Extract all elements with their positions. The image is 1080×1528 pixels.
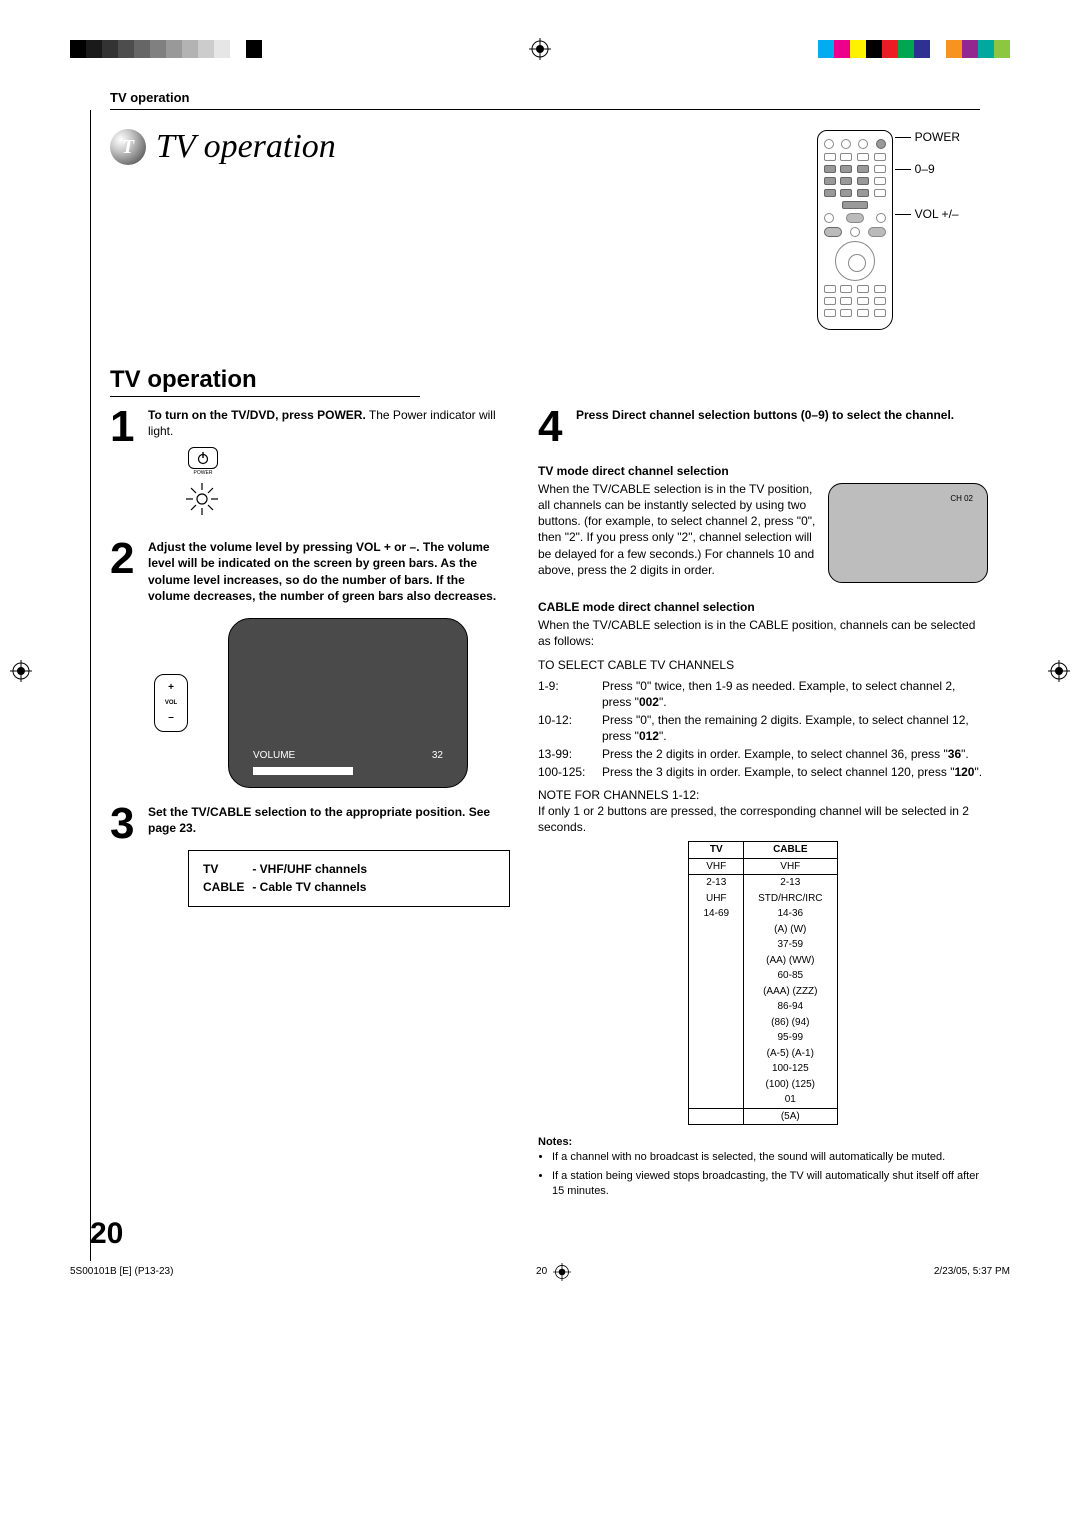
tv-mode-heading: TV mode direct channel selection <box>538 463 988 479</box>
mini-screen: CH 02 <box>828 483 988 583</box>
box-cable-val: - Cable TV channels <box>252 879 373 895</box>
light-burst-icon <box>184 481 220 517</box>
channel-range-list: 1-9:Press "0" twice, then 1-9 as needed.… <box>538 678 988 781</box>
screen-volume-label: VOLUME <box>253 749 295 763</box>
vol-button-illustration: + VOL – <box>154 674 188 732</box>
callout-power: POWER <box>915 130 960 144</box>
screen-volume-bar <box>253 767 353 775</box>
th-tv: TV <box>689 842 744 859</box>
step-4-bold: Press Direct channel selection buttons (… <box>576 408 954 422</box>
margin-rule <box>90 110 91 1261</box>
step-1: 1 To turn on the TV/DVD, press POWER. Th… <box>110 407 510 523</box>
footer-page: 20 <box>536 1266 547 1277</box>
footer-right: 2/23/05, 5:37 PM <box>934 1266 1010 1277</box>
step-1-bold: To turn on the TV/DVD, press POWER. <box>148 408 366 422</box>
footer-left: 5S00101B [E] (P13-23) <box>70 1266 173 1277</box>
callout-digits: 0–9 <box>915 162 960 176</box>
remote-callouts: POWER 0–9 VOL +/– <box>915 130 960 239</box>
mini-screen-ch: CH 02 <box>950 494 973 505</box>
registration-mark-right <box>1048 660 1070 682</box>
box-tv-val: - VHF/UHF channels <box>252 861 373 877</box>
grayscale-bar <box>70 40 262 58</box>
sphere-letter: T <box>122 136 134 159</box>
cable-mode-heading: CABLE mode direct channel selection <box>538 599 988 615</box>
step-4: 4 Press Direct channel selection buttons… <box>538 407 988 447</box>
note-item: If a station being viewed stops broadcas… <box>552 1169 988 1199</box>
note-1-12-head: NOTE FOR CHANNELS 1-12: <box>538 787 988 803</box>
sphere-icon: T <box>110 129 146 165</box>
channel-range-row: 100-125:Press the 3 digits in order. Exa… <box>538 764 988 780</box>
vol-label: VOL <box>165 699 177 707</box>
step-4-number: 4 <box>538 407 568 447</box>
step-3-bold: Set the TV/CABLE selection to the approp… <box>148 805 490 835</box>
tv-cable-box: TV- VHF/UHF channels CABLE- Cable TV cha… <box>188 850 510 906</box>
channel-range-row: 10-12:Press "0", then the remaining 2 di… <box>538 712 988 744</box>
vol-minus: – <box>168 711 174 725</box>
th-cable: CABLE <box>744 842 837 859</box>
registration-mark-left <box>10 660 32 682</box>
step-1-number: 1 <box>110 407 140 523</box>
vol-plus: + <box>168 681 174 695</box>
box-cable-key: CABLE <box>203 879 250 895</box>
step-3-number: 3 <box>110 804 140 907</box>
notes-section: Notes: If a channel with no broadcast is… <box>538 1135 988 1198</box>
tv-mode-para: CH 02 When the TV/CABLE selection is in … <box>538 481 988 589</box>
crop-marks-top <box>60 30 1020 70</box>
footer: 5S00101B [E] (P13-23) 20 2/23/05, 5:37 P… <box>60 1263 1020 1281</box>
box-tv-key: TV <box>203 861 250 877</box>
page-title: TV operation <box>156 128 336 166</box>
step-2-number: 2 <box>110 539 140 788</box>
left-column: 1 To turn on the TV/DVD, press POWER. Th… <box>110 407 510 1203</box>
note-item: If a channel with no broadcast is select… <box>552 1150 988 1165</box>
step-2-bold: Adjust the volume level by pressing VOL … <box>148 540 496 603</box>
power-button-illustration: POWER <box>188 447 510 517</box>
cable-mode-para: When the TV/CABLE selection is in the CA… <box>538 617 988 649</box>
page-number: 20 <box>90 1217 123 1251</box>
callout-vol: VOL +/– <box>915 207 960 221</box>
right-column: 4 Press Direct channel selection buttons… <box>538 407 988 1203</box>
remote-diagram: POWER 0–9 VOL +/– <box>817 130 960 330</box>
step-3: 3 Set the TV/CABLE selection to the appr… <box>110 804 510 907</box>
channel-range-row: 1-9:Press "0" twice, then 1-9 as needed.… <box>538 678 988 710</box>
tv-screen-illustration: VOLUME 32 <box>228 618 468 788</box>
channel-range-row: 13-99:Press the 2 digits in order. Examp… <box>538 746 988 762</box>
remote-dpad <box>835 241 875 281</box>
registration-mark-bottom <box>553 1263 571 1281</box>
note-1-12-body: If only 1 or 2 buttons are pressed, the … <box>538 803 988 835</box>
tv-mode-text: When the TV/CABLE selection is in the TV… <box>538 482 815 577</box>
screen-volume-value: 32 <box>432 749 443 763</box>
section-heading: TV operation <box>110 366 420 397</box>
color-bar <box>818 40 1010 58</box>
remote-zero-button <box>842 201 868 209</box>
tv-cable-table: TVCABLE VHFVHF2-132-13UHFSTD/HRC/IRC14-6… <box>688 841 837 1125</box>
power-label: POWER <box>188 470 218 477</box>
page-header: TV operation <box>110 90 980 110</box>
notes-heading: Notes: <box>538 1135 988 1150</box>
remote-vol-button <box>824 227 842 237</box>
step-2: 2 Adjust the volume level by pressing VO… <box>110 539 510 788</box>
registration-mark-top <box>529 38 551 60</box>
remote-power-button <box>876 139 886 149</box>
remote-outline <box>817 130 893 330</box>
cable-select-heading: TO SELECT CABLE TV CHANNELS <box>538 657 988 673</box>
